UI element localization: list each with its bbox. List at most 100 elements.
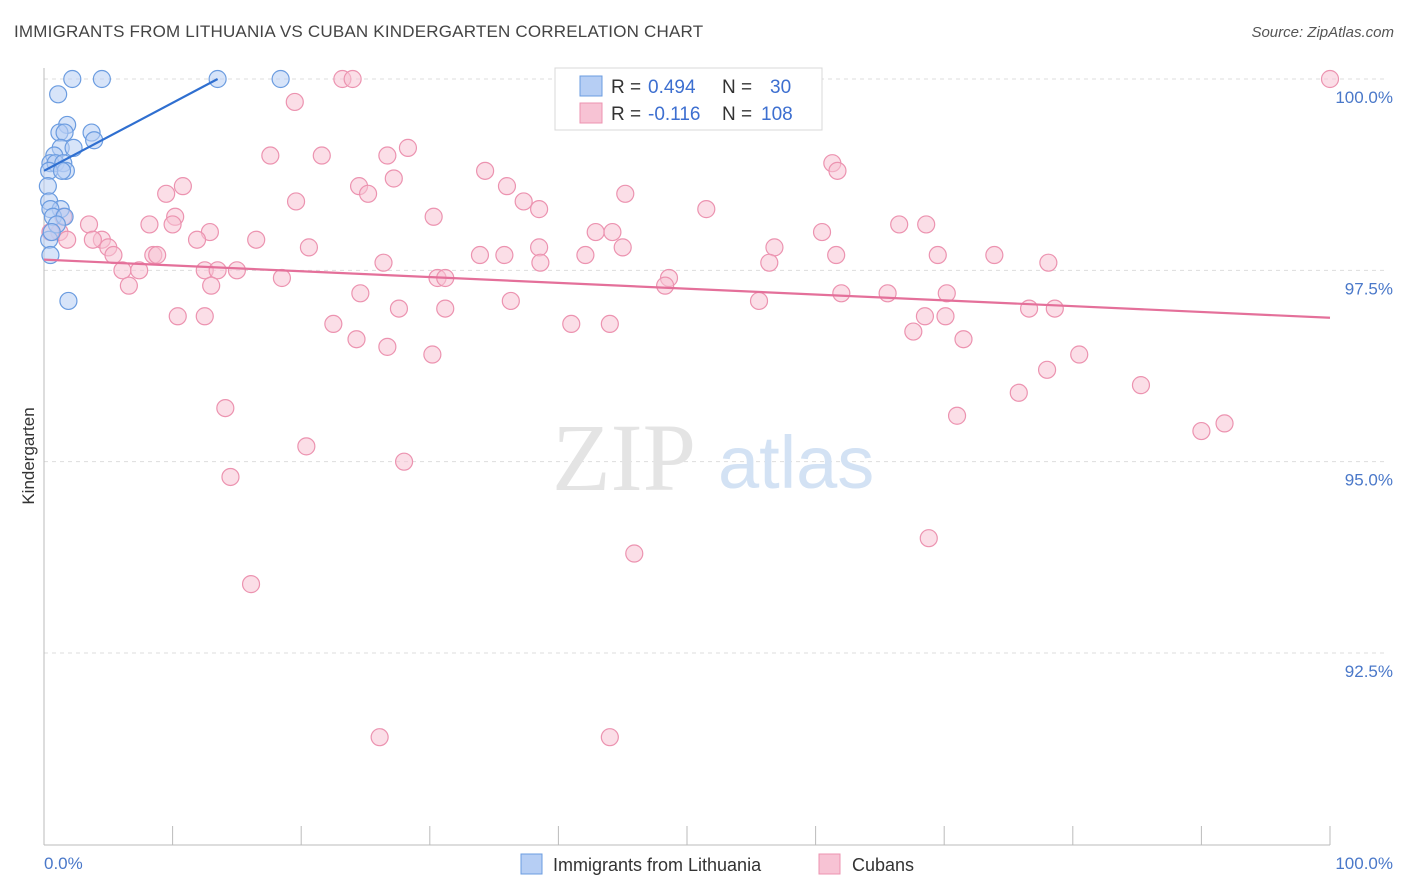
point-cubans-22 — [424, 207, 443, 226]
point-cubans-43 — [530, 238, 549, 257]
bottom-legend-label-cubans: Cubans — [852, 855, 914, 875]
point-cubans-46 — [104, 245, 123, 265]
point-cubans-10 — [475, 161, 495, 180]
point-cubans-17 — [157, 184, 176, 203]
point-cubans-9 — [828, 161, 847, 180]
point-lithuania-0 — [63, 69, 82, 89]
point-cubans-55 — [531, 253, 550, 272]
stats-legend-swatch-lithuania — [579, 75, 603, 97]
point-cubans-5 — [261, 146, 280, 165]
bottom-legend-swatch-cubans — [818, 853, 841, 875]
bottom-legend-swatch-lithuania — [520, 853, 543, 875]
point-cubans-77 — [389, 299, 409, 318]
point-cubans-76 — [749, 291, 769, 311]
stats-n-value-lithuania: 30 — [770, 77, 791, 98]
x-tick-labels: 0.0% 100.0% — [44, 854, 1393, 873]
stats-n-label-cubans: N = — [722, 104, 752, 125]
point-cubans-21 — [697, 200, 716, 219]
source-label: Source: ZipAtlas.com — [1251, 24, 1394, 41]
point-lithuania-7 — [55, 123, 74, 142]
point-cubans-97 — [297, 437, 316, 456]
point-cubans-2 — [1320, 69, 1340, 89]
point-cubans-38 — [187, 230, 207, 249]
point-cubans-48 — [148, 245, 167, 265]
stats-r-value-cubans: -0.116 — [648, 104, 700, 125]
point-cubans-12 — [173, 177, 192, 196]
trend-lines — [43, 78, 1331, 319]
point-cubans-53 — [928, 245, 947, 265]
point-cubans-101 — [919, 529, 938, 548]
point-cubans-102 — [241, 575, 261, 594]
y-tick-label-2: 95.0% — [1345, 471, 1393, 490]
point-cubans-81 — [915, 307, 935, 326]
x-tick-label-0: 0.0% — [44, 854, 83, 873]
point-cubans-32 — [890, 215, 909, 234]
point-cubans-56 — [760, 253, 779, 272]
point-cubans-73 — [832, 284, 851, 303]
point-cubans-103 — [370, 728, 389, 747]
point-cubans-85 — [324, 314, 343, 334]
watermark-zip: ZIP — [552, 404, 696, 511]
point-cubans-106 — [1192, 421, 1211, 441]
cubans-points — [41, 69, 1340, 747]
point-cubans-52 — [827, 245, 846, 265]
point-cubans-82 — [936, 307, 955, 326]
point-cubans-92 — [423, 345, 442, 364]
y-axis-label: Kindergarten — [19, 407, 38, 504]
point-cubans-88 — [904, 322, 923, 341]
point-cubans-104 — [600, 728, 619, 747]
point-cubans-6 — [312, 146, 331, 165]
point-cubans-78 — [436, 299, 455, 318]
point-cubans-80 — [1045, 299, 1064, 318]
point-cubans-30 — [603, 222, 622, 242]
point-cubans-44 — [613, 238, 632, 257]
point-cubans-41 — [247, 230, 266, 249]
point-cubans-36 — [58, 230, 77, 249]
point-cubans-19 — [514, 192, 533, 211]
point-cubans-33 — [917, 215, 936, 234]
point-cubans-51 — [576, 245, 595, 265]
point-cubans-100 — [625, 544, 644, 563]
point-cubans-45 — [765, 238, 784, 257]
point-cubans-105 — [1131, 376, 1151, 395]
trend-line-cubans — [43, 258, 1331, 319]
point-cubans-18 — [286, 192, 306, 211]
point-lithuania-1 — [92, 69, 111, 89]
point-cubans-27 — [163, 215, 182, 234]
point-cubans-60 — [130, 261, 149, 280]
point-cubans-14 — [497, 177, 517, 196]
stats-r-label-lithuania: R = — [611, 77, 641, 98]
point-cubans-70 — [202, 276, 221, 295]
point-cubans-64 — [272, 268, 292, 288]
point-lithuania-28 — [59, 291, 78, 311]
point-lithuania-29 — [42, 222, 61, 242]
stats-r-value-lithuania: 0.494 — [648, 77, 696, 98]
y-tick-labels: 100.0% 97.5% 95.0% 92.5% — [1335, 88, 1393, 681]
point-cubans-49 — [470, 245, 490, 265]
point-cubans-84 — [195, 307, 214, 326]
point-cubans-39 — [83, 230, 102, 249]
point-cubans-26 — [140, 215, 159, 234]
point-cubans-31 — [812, 222, 832, 242]
point-cubans-20 — [530, 200, 549, 219]
point-cubans-42 — [299, 238, 319, 257]
point-cubans-93 — [1037, 360, 1057, 379]
point-cubans-7 — [378, 146, 397, 165]
grid-lines — [44, 78, 1386, 654]
stats-n-value-cubans: 108 — [761, 104, 793, 125]
point-cubans-1 — [343, 69, 362, 89]
point-lithuania-4 — [49, 85, 68, 104]
point-cubans-94 — [1009, 383, 1028, 402]
point-cubans-15 — [616, 184, 635, 203]
stats-legend-swatch-cubans — [579, 102, 603, 124]
bottom-legend-label-lithuania: Immigrants from Lithuania — [553, 855, 762, 875]
point-cubans-90 — [347, 330, 366, 349]
y-tick-label-1: 97.5% — [1345, 279, 1393, 298]
point-cubans-87 — [600, 314, 619, 334]
point-cubans-16 — [358, 184, 378, 203]
chart-title: IMMIGRANTS FROM LITHUANIA VS CUBAN KINDE… — [14, 22, 704, 41]
point-cubans-75 — [937, 284, 956, 303]
point-cubans-54 — [374, 253, 393, 272]
point-cubans-63 — [227, 261, 246, 280]
